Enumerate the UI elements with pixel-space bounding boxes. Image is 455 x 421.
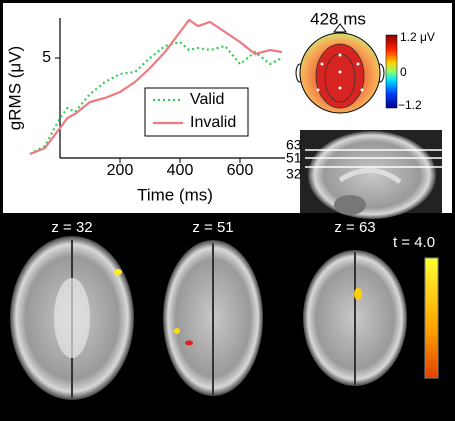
colorbar-label: 0 <box>400 65 407 79</box>
slice-title: z = 51 <box>192 219 233 236</box>
colorbar-label: −1.2 <box>398 98 422 112</box>
sagittal-image <box>300 130 442 219</box>
x-axis-label: Time (ms) <box>137 185 213 204</box>
legend-label: Valid <box>190 91 224 108</box>
x-tick-label: 400 <box>167 162 194 179</box>
slice-title: z = 32 <box>51 219 92 236</box>
series-line <box>29 18 283 156</box>
axial-images <box>10 236 407 400</box>
legend-box <box>144 87 249 137</box>
t-label: t = 4.0 <box>393 234 435 251</box>
slice-lines <box>305 149 442 168</box>
colorbar-label: 1.2 μV <box>400 30 435 44</box>
legend-label: Invalid <box>190 114 236 131</box>
t-colorbar <box>424 257 439 379</box>
topomap <box>295 23 385 114</box>
slice-label: 63 <box>286 137 302 153</box>
y-tick-label: 5 <box>42 49 51 66</box>
slice-label: 32 <box>286 166 302 182</box>
colorbar <box>385 34 398 109</box>
line-chart: gRMS (μV) Time (ms) 5 200 400 600 Valid Inval… <box>5 18 285 204</box>
x-tick-label: 600 <box>227 162 254 179</box>
x-tick-label: 200 <box>107 162 134 179</box>
topomap-time: 428 ms <box>310 9 366 28</box>
y-axis-label: gRMS (μV) <box>5 46 24 130</box>
slice-label: 51 <box>286 150 302 166</box>
slice-title: z = 63 <box>334 219 375 236</box>
